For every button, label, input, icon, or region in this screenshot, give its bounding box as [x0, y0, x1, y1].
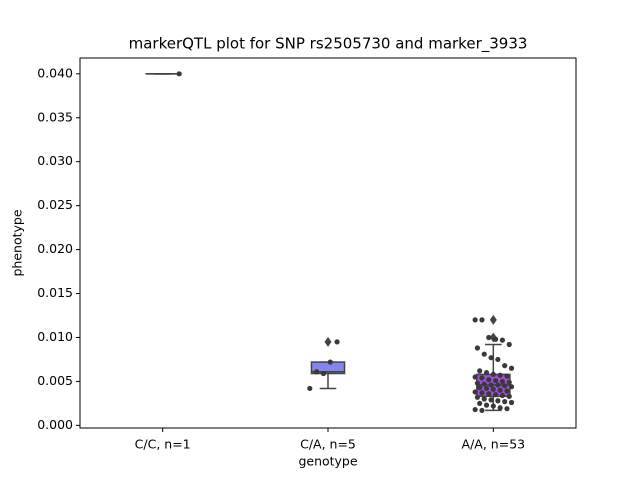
data-point: [176, 71, 182, 77]
data-point: [493, 377, 499, 384]
data-point: [314, 369, 320, 375]
data-point: [497, 405, 503, 411]
data-point: [506, 379, 512, 385]
data-point: [490, 371, 496, 377]
data-point: [506, 341, 512, 348]
x-tick-label: C/C, n=1: [135, 437, 191, 452]
y-tick-label: 0.030: [37, 153, 73, 168]
data-point: [483, 385, 490, 392]
y-tick-label: 0.040: [37, 65, 73, 80]
outlier: [489, 314, 497, 325]
data-point: [504, 406, 510, 412]
data-point: [488, 382, 494, 388]
data-point: [483, 370, 490, 376]
data-point: [472, 389, 478, 395]
data-point: [472, 317, 478, 323]
data-point: [327, 359, 333, 365]
data-point: [479, 390, 485, 396]
data-point: [477, 368, 483, 374]
data-point: [495, 398, 501, 404]
data-point: [477, 400, 483, 406]
y-tick-label: 0.015: [37, 285, 73, 300]
outlier: [324, 336, 332, 347]
x-tick-label: A/A, n=53: [462, 437, 526, 452]
data-point: [474, 394, 481, 400]
y-tick-label: 0.005: [37, 373, 73, 388]
data-point: [490, 386, 496, 392]
data-point: [481, 351, 487, 357]
data-point: [502, 383, 508, 389]
y-tick-label: 0.020: [37, 241, 73, 256]
data-point: [486, 391, 492, 397]
y-tick-label: 0.025: [37, 197, 73, 212]
data-point: [508, 399, 515, 406]
data-point: [504, 373, 510, 379]
data-point: [483, 402, 490, 408]
data-point: [479, 407, 485, 414]
data-point: [479, 317, 485, 323]
data-point: [502, 363, 508, 369]
data-point: [307, 385, 313, 392]
data-point: [499, 337, 506, 343]
x-tick-label: C/A, n=5: [300, 437, 356, 452]
chart-title: markerQTL plot for SNP rs2505730 and mar…: [129, 35, 528, 54]
data-point: [479, 375, 485, 381]
data-point: [506, 393, 512, 399]
data-point: [486, 334, 492, 341]
data-point: [472, 406, 478, 413]
data-point: [504, 388, 510, 394]
data-point: [488, 355, 494, 361]
data-point: [493, 336, 499, 342]
y-axis-label: phenotype: [10, 209, 25, 276]
data-point: [472, 374, 478, 380]
data-point: [499, 392, 506, 399]
data-point: [474, 380, 481, 386]
data-point: [474, 345, 481, 351]
data-point: [334, 339, 340, 345]
y-tick-label: 0.010: [37, 329, 73, 344]
data-point: [497, 372, 503, 378]
data-point: [502, 399, 508, 405]
data-point: [488, 397, 494, 403]
data-point: [486, 377, 492, 383]
plot-frame: [79, 57, 577, 429]
data-point: [508, 365, 515, 371]
y-tick-label: 0.035: [37, 109, 73, 124]
data-point: [477, 384, 483, 391]
data-point: [490, 403, 496, 409]
data-point: [320, 370, 327, 377]
data-point: [508, 384, 515, 390]
data-point: [497, 387, 503, 393]
data-point: [493, 392, 499, 398]
data-point: [495, 356, 501, 363]
data-point: [495, 382, 501, 388]
y-tick-label: 0.000: [37, 417, 73, 432]
data-point: [481, 396, 487, 402]
data-point: [481, 381, 487, 387]
x-axis-label: genotype: [298, 454, 357, 469]
data-point: [499, 378, 506, 385]
